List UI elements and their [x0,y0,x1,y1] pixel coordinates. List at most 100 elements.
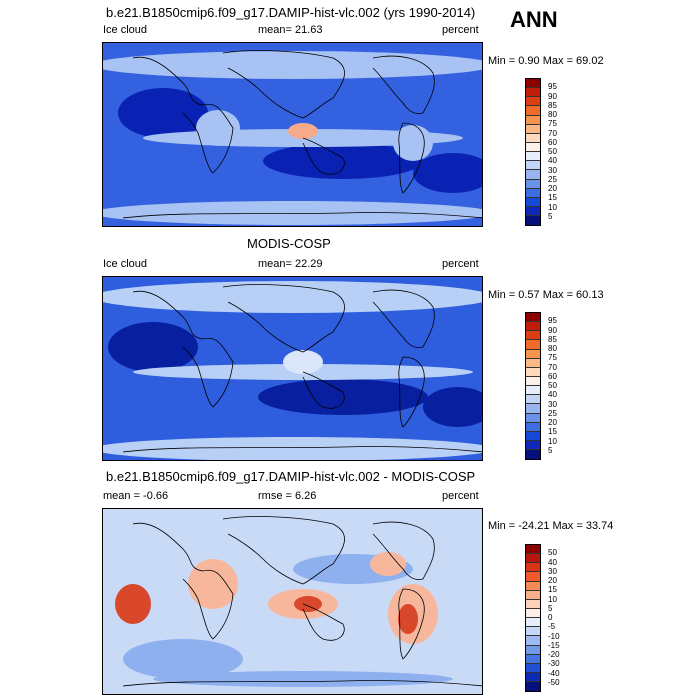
colorbar-segment [526,115,540,125]
colorbar-tick-label: 60 [548,371,557,381]
panel1-low-region-atlantic [118,88,208,138]
colorbar-segment [526,133,540,143]
colorbar-tick-label: 70 [548,128,557,138]
colorbar-tick-label: 10 [548,202,557,212]
colorbar-tick-label: 15 [548,585,557,595]
colorbar-tick-label: 15 [548,427,557,437]
colorbar-segment [526,554,540,564]
colorbar-tick-label: 70 [548,362,557,372]
panel3-peak-africa [115,584,151,624]
colorbar-tick-label: 30 [548,566,557,576]
colorbar-segment [526,627,540,637]
panel2-map [102,276,483,461]
colorbar-segment [526,672,540,683]
panel3-map [102,508,483,695]
colorbar-segment [526,422,540,432]
panel3-africa-positive [188,559,238,609]
colorbar-tick-label: 20 [548,418,557,427]
colorbar-segment [526,142,540,153]
panel1-map [102,42,483,227]
panel1-units-label: percent [442,24,479,36]
colorbar-segment [526,608,540,619]
colorbar-segment [526,450,540,460]
colorbar-tick-label: 40 [548,390,557,400]
colorbar-tick-label: 15 [548,193,557,203]
panel1-title: b.e21.B1850cmip6.f09_g17.DAMIP-hist-vlc.… [106,5,476,20]
colorbar-segment [526,581,540,591]
panel3-peak-samerica [398,604,418,634]
colorbar-tick-label: 30 [548,165,557,175]
panel2-southern-band [103,437,482,460]
colorbar-segment [526,663,540,673]
colorbar-tick-label: 60 [548,137,557,147]
colorbar-segment [526,206,540,217]
panel3-units-label: percent [442,490,479,502]
panel3-coastlines [122,516,482,687]
colorbar-tick-label: 75 [548,119,557,129]
panel2-maritime-high [283,350,323,374]
colorbar-segment [526,349,540,359]
colorbar-tick-label: -50 [548,677,560,687]
colorbar-segment [526,618,540,628]
colorbar-segment [526,440,540,451]
panel1-northern-storm-band [103,51,482,79]
colorbar-segment [526,682,540,692]
colorbar-tick-label: 5 [548,445,553,455]
colorbar-tick-label: 5 [548,603,553,613]
colorbar-segment [526,545,540,555]
colorbar-tick-label: 20 [548,576,557,585]
panel1-maritime-peak [288,123,318,139]
panel3-namerica-positive [370,552,406,576]
panel2-minmax: Min = 0.57 Max = 60.13 [488,289,604,301]
colorbar-segment [526,161,540,171]
colorbar-tick-label: -40 [548,668,560,678]
colorbar-segment [526,431,540,441]
colorbar-tick-label: -10 [548,631,560,641]
colorbar-tick-label: 95 [548,82,557,92]
panel3-mean-label: mean = -0.66 [103,490,169,502]
colorbar-segment [526,106,540,116]
panel2-title: MODIS-COSP [247,236,331,251]
panel2-map-svg [103,277,482,460]
colorbar-tick-label: 10 [548,594,557,604]
panel1-southern-band [103,201,482,225]
colorbar-segment [526,188,540,198]
colorbar-segment [526,124,540,134]
colorbar-segment [526,386,540,396]
colorbar-tick-label: 25 [548,408,557,418]
panel2-low-region-atlantic [108,322,198,372]
panel2-variable-label: Ice cloud [103,258,148,270]
colorbar-tick-label: 95 [548,316,557,326]
colorbar-tick-label: 50 [548,381,557,390]
colorbar-segment [526,170,540,180]
colorbar-tick-label: -5 [548,622,556,632]
panel2-northern-storm-band [103,281,482,313]
panel1-mean-label: mean= 21.63 [258,24,323,36]
panel1-africa-high [196,110,240,146]
colorbar-tick-label: 20 [548,184,557,193]
colorbar-tick-label: 85 [548,100,557,110]
colorbar-segment [526,340,540,350]
colorbar-segment [526,654,540,664]
colorbar-segment [526,563,540,573]
colorbar-tick-label: 75 [548,353,557,363]
panel3-map-svg [103,509,482,694]
colorbar-tick-label: -20 [548,650,560,659]
colorbar-segment [526,197,540,207]
colorbar-segment [526,645,540,655]
colorbar-tick-label: 40 [548,557,557,567]
colorbar-segment [526,331,540,341]
colorbar-tick-label: 0 [548,613,553,622]
panel3-colorbar [525,544,541,692]
colorbar-tick-label: 80 [548,344,557,353]
panel1-coastlines [122,50,482,219]
colorbar-segment [526,599,540,609]
colorbar-segment [526,413,540,423]
colorbar-segment [526,216,540,226]
colorbar-tick-label: 80 [548,110,557,119]
panel2-units-label: percent [442,258,479,270]
colorbar-segment [526,97,540,107]
colorbar-tick-label: 5 [548,211,553,221]
panel2-coastlines [122,284,482,453]
colorbar-segment [526,152,540,162]
